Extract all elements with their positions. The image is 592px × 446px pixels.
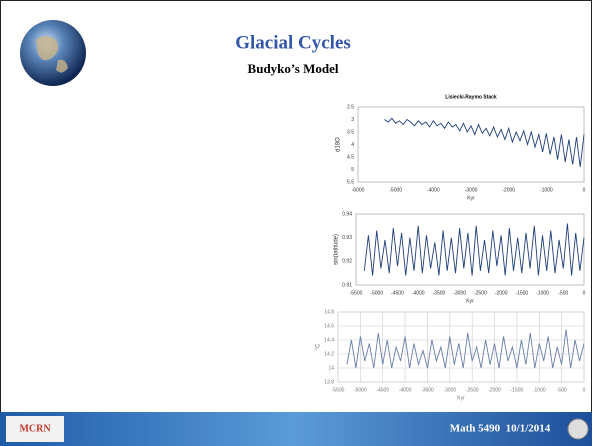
x-tick-label: -500 <box>557 387 567 393</box>
x-tick-label: -500 <box>558 290 568 296</box>
y-tick-label: 14 <box>328 365 334 371</box>
x-tick-label: -5000 <box>370 290 383 296</box>
x-tick-label: -4000 <box>399 387 412 393</box>
y-tick-label: 14.2 <box>324 351 334 357</box>
chart-title: Lisiecki-Raymo Stack <box>445 94 497 100</box>
x-tick-label: 0 <box>583 290 586 296</box>
logo-text: MCRN <box>19 423 51 434</box>
x-tick-label: -6000 <box>352 187 365 193</box>
slide-canvas: MCRN Math 5490 10/1/2014 Glacial Cycles … <box>0 0 592 446</box>
x-tick-label: -3500 <box>421 387 434 393</box>
x-tick-label: 0 <box>583 187 586 193</box>
slide-subtitle: Budyko’s Model <box>248 61 339 76</box>
y-tick-label: 14.8 <box>324 309 334 315</box>
data-line <box>364 224 584 276</box>
y-tick-label: 2.5 <box>347 104 354 110</box>
y-tick-label: 14.6 <box>324 323 334 329</box>
x-tick-label: -3500 <box>433 290 446 296</box>
x-tick-label: -4500 <box>376 387 389 393</box>
y-tick-label: 4 <box>351 142 354 148</box>
x-tick-label: -5500 <box>350 290 363 296</box>
x-tick-label: -1000 <box>533 387 546 393</box>
x-tick-label: -5000 <box>389 187 402 193</box>
y-axis-label: sin(latitude) <box>334 234 340 265</box>
x-axis-label: Kyr <box>467 195 475 201</box>
y-axis-label: °C <box>316 343 322 350</box>
x-tick-label: -3000 <box>465 187 478 193</box>
x-tick-label: -1000 <box>536 290 549 296</box>
x-tick-label: -2000 <box>502 187 515 193</box>
y-tick-label: 0.94 <box>342 211 352 217</box>
data-line <box>384 118 584 167</box>
x-tick-label: -4000 <box>412 290 425 296</box>
y-tick-label: 13.8 <box>324 379 334 385</box>
y-tick-label: 4.5 <box>347 154 354 160</box>
y-tick-label: 5.5 <box>347 179 354 185</box>
y-tick-label: 5 <box>351 167 354 173</box>
x-tick-label: -3000 <box>453 290 466 296</box>
x-tick-label: -4500 <box>391 290 404 296</box>
x-tick-label: -3000 <box>443 387 456 393</box>
x-tick-label: -4000 <box>427 187 440 193</box>
x-tick-label: -1000 <box>540 187 553 193</box>
x-tick-label: -2000 <box>495 290 508 296</box>
x-axis-label: Kyr <box>466 298 474 304</box>
footer-seal <box>568 419 588 439</box>
y-tick-label: 3.5 <box>347 129 354 135</box>
x-tick-label: -1500 <box>515 290 528 296</box>
x-tick-label: -2500 <box>466 387 479 393</box>
x-tick-label: -2500 <box>474 290 487 296</box>
slide-title: Glacial Cycles <box>235 32 351 53</box>
x-axis-label: Kyr <box>457 395 465 401</box>
plot-frame <box>338 312 584 382</box>
plot-frame <box>356 214 584 285</box>
y-tick-label: 0.93 <box>342 235 352 241</box>
x-tick-label: -5500 <box>332 387 345 393</box>
x-tick-label: -1500 <box>511 387 524 393</box>
x-tick-label: 0 <box>583 387 586 393</box>
slide: MCRN Math 5490 10/1/2014 Glacial Cycles … <box>0 0 592 446</box>
y-axis-label: d18O <box>336 137 342 152</box>
y-tick-label: 0.92 <box>342 259 352 265</box>
y-tick-label: 14.4 <box>324 337 334 343</box>
x-tick-label: -2000 <box>488 387 501 393</box>
footer-text: Math 5490 10/1/2014 <box>450 423 551 435</box>
y-tick-label: 0.91 <box>342 282 352 288</box>
x-tick-label: -5000 <box>354 387 367 393</box>
y-tick-label: 3 <box>351 117 354 123</box>
